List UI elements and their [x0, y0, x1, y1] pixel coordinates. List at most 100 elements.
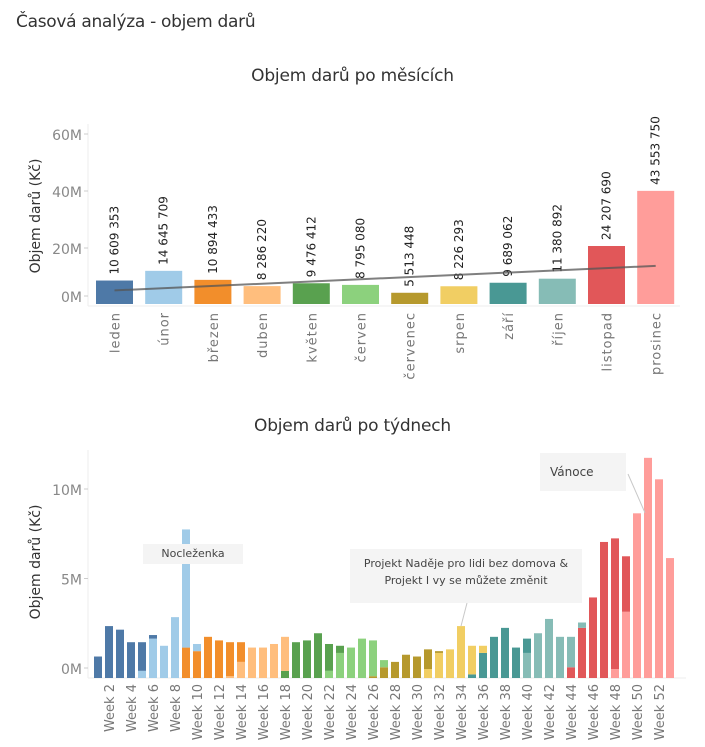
- monthly-bar-červenec: [391, 292, 429, 304]
- weekly-x-tick-label: Week 8: [169, 684, 184, 732]
- weekly-bar-segment: [149, 638, 157, 678]
- monthly-bar-srpen: [440, 286, 478, 304]
- monthly-y-tick-label: 40M: [52, 185, 82, 201]
- monthly-bar-listopad: [588, 246, 625, 304]
- weekly-bar-segment: [611, 669, 619, 678]
- weekly-bar-segment: [369, 676, 377, 678]
- weekly-bar-segment: [479, 652, 487, 678]
- monthly-x-tick-label: březen: [207, 312, 222, 362]
- weekly-bar-segment: [435, 652, 443, 678]
- monthly-y-tick-label: 0M: [61, 290, 82, 306]
- weekly-bar-segment: [578, 627, 586, 678]
- weekly-bar-segment: [160, 645, 168, 678]
- weekly-bar-segment: [292, 642, 300, 678]
- weekly-x-tick-label: Week 4: [125, 684, 140, 732]
- monthly-data-label: 11 380 892: [550, 204, 564, 273]
- weekly-x-tick-label: Week 24: [345, 684, 360, 740]
- weekly-bar-segment: [281, 636, 289, 671]
- monthly-data-label: 14 645 709: [157, 196, 171, 265]
- weekly-bar-segment: [270, 643, 278, 678]
- weekly-x-tick-label: Week 26: [367, 684, 382, 740]
- monthly-x-tick-label: říjen: [551, 312, 566, 346]
- weekly-bar-segment: [138, 642, 146, 671]
- weekly-x-tick-label: Week 22: [323, 684, 338, 740]
- weekly-y-tick-label: 0M: [61, 662, 82, 678]
- weekly-bar-segment: [523, 652, 531, 678]
- monthly-bar-březen: [194, 279, 232, 304]
- weekly-bar-segment: [281, 670, 289, 678]
- weekly-bar-segment: [424, 669, 432, 678]
- weekly-x-tick-label: Week 12: [213, 684, 228, 740]
- weekly-x-tick-label: Week 6: [147, 684, 162, 732]
- annotation-noclezenka: Nocleženka: [143, 544, 243, 564]
- weekly-bar-segment: [226, 642, 234, 677]
- weekly-x-tick-label: Week 30: [411, 684, 426, 740]
- weekly-bar-segment: [556, 636, 564, 678]
- monthly-x-tick-label: červen: [355, 312, 370, 362]
- monthly-x-tick-label: září: [502, 312, 517, 340]
- weekly-x-tick-label: Week 46: [587, 684, 602, 740]
- weekly-bar-segment: [138, 670, 146, 678]
- annotation-vanoce-text: Vánoce: [550, 465, 594, 479]
- monthly-data-label: 9 476 412: [304, 216, 318, 277]
- monthly-bar-červen: [342, 284, 379, 304]
- weekly-bar-segment: [237, 661, 245, 678]
- weekly-x-tick-label: Week 36: [477, 684, 492, 740]
- annotation-projekt-leader: [460, 602, 468, 627]
- weekly-x-tick-label: Week 42: [543, 684, 558, 740]
- weekly-bar-segment: [622, 556, 630, 612]
- monthly-data-label: 43 553 750: [649, 116, 663, 185]
- weekly-bar-segment: [611, 538, 619, 670]
- weekly-x-tick-label: Week 14: [235, 684, 250, 740]
- weekly-x-tick-label: Week 40: [521, 684, 536, 740]
- weekly-bar-segment: [127, 642, 135, 678]
- weekly-bar-segment: [567, 636, 575, 668]
- weekly-bar-segment: [325, 670, 333, 678]
- weekly-bar-segment: [94, 656, 102, 678]
- weekly-bar-segment: [248, 647, 256, 678]
- weekly-bar-segment: [446, 649, 454, 678]
- weekly-bar-segment: [314, 633, 322, 678]
- weekly-bar-segment: [193, 643, 201, 652]
- weekly-bar-segment: [193, 651, 201, 678]
- weekly-bar-segment: [347, 647, 355, 678]
- weekly-bar-segment: [589, 597, 597, 678]
- monthly-data-label: 24 207 690: [600, 171, 614, 240]
- weekly-bar-segment: [468, 674, 476, 678]
- weekly-bar-segment: [545, 618, 553, 678]
- weekly-bar-segment: [644, 457, 652, 678]
- monthly-bar-prosinec: [637, 190, 675, 304]
- weekly-bar-segment: [567, 667, 575, 678]
- monthly-x-tick-label: listopad: [601, 312, 616, 372]
- weekly-y-tick-label: 10M: [52, 483, 82, 499]
- weekly-y-tick-label: 5M: [61, 573, 82, 589]
- weekly-bar-segment: [490, 636, 498, 678]
- monthly-data-label: 10 609 353: [108, 206, 122, 275]
- weekly-chart-title: Objem darů po týdnech: [254, 416, 451, 436]
- weekly-bar-segment: [457, 626, 465, 678]
- weekly-bar-segment: [380, 667, 388, 678]
- weekly-x-tick-label: Week 48: [609, 684, 624, 740]
- monthly-data-label: 8 286 220: [255, 219, 269, 280]
- weekly-bar-segment: [358, 638, 366, 678]
- monthly-bar-září: [489, 282, 527, 304]
- monthly-data-label: 8 226 293: [452, 219, 466, 280]
- monthly-bar-říjen: [538, 278, 576, 304]
- monthly-x-tick-label: prosinec: [650, 312, 665, 375]
- monthly-data-label: 5 513 448: [403, 226, 417, 287]
- weekly-bar-segment: [633, 513, 641, 678]
- annotation-vanoce: Vánoce: [540, 453, 626, 491]
- monthly-chart-title: Objem darů po měsících: [251, 66, 454, 86]
- weekly-bar-segment: [534, 633, 542, 678]
- annotation-noclezenka-text: Nocleženka: [161, 547, 225, 560]
- weekly-x-tick-label: Week 44: [565, 684, 580, 740]
- weekly-bar-segment: [512, 647, 520, 678]
- monthly-bar-duben: [243, 286, 281, 304]
- annotation-projekt-nadeje: Projekt Naděje pro lidi bez domova & Pro…: [350, 549, 582, 603]
- weekly-x-tick-label: Week 50: [631, 684, 646, 740]
- monthly-x-tick-label: duben: [256, 312, 271, 358]
- monthly-x-tick-label: leden: [109, 312, 124, 353]
- monthly-y-tick-label: 20M: [52, 242, 82, 258]
- weekly-bar-segment: [325, 643, 333, 671]
- weekly-bar-segment: [182, 529, 190, 648]
